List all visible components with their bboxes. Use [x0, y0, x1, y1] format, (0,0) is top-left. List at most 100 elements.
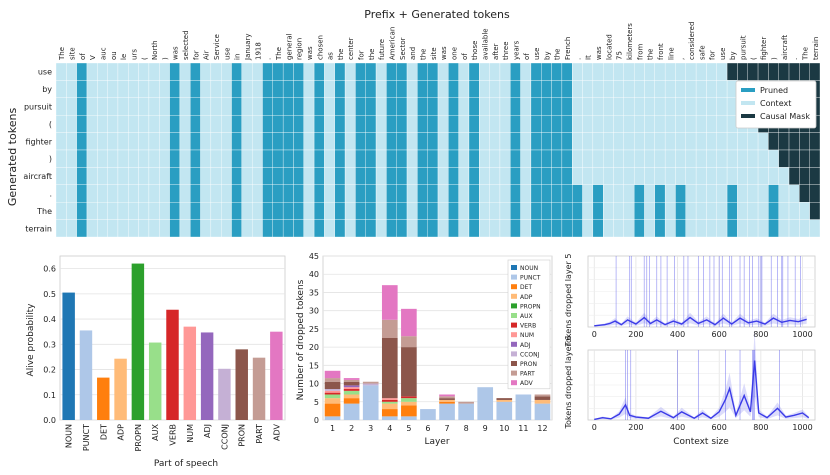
heatmap-cell	[55, 219, 67, 238]
heatmap-cell	[561, 149, 573, 168]
heatmap-cell	[107, 97, 119, 116]
heatmap-cell	[262, 167, 273, 185]
heatmap-cell	[148, 97, 160, 116]
heatmap-cell	[344, 62, 356, 81]
heatmap-cell	[530, 219, 542, 238]
heatmap-cell	[406, 132, 418, 151]
x-tick-label: 11	[518, 424, 528, 433]
heatmap-cell	[551, 219, 563, 238]
heatmap-cell	[706, 115, 717, 133]
heatmap-y-label: aircraft	[23, 172, 52, 181]
heatmap-cell	[344, 80, 356, 98]
heatmap-x-label: Sector	[399, 37, 407, 60]
heatmap-cell	[737, 167, 748, 185]
heatmap-x-label: The	[802, 47, 810, 61]
x-tick-label: 400	[670, 423, 685, 432]
pos-bar	[166, 309, 179, 420]
stacked-bar-segment	[381, 409, 398, 417]
heatmap-cell	[664, 167, 676, 185]
heatmap-cell	[272, 202, 284, 220]
legend-swatch	[511, 370, 517, 376]
layer6-line-chart: 0 200 400 600 800 1000 Tokens dropped layer 6…	[564, 330, 816, 447]
heatmap-cell	[86, 132, 98, 151]
heatmap-y-label: by	[42, 85, 52, 94]
heatmap-cell	[561, 80, 573, 98]
legend-swatch	[511, 380, 517, 386]
heatmap-cell	[427, 219, 439, 238]
heatmap-y-label: terrain	[25, 224, 52, 233]
heatmap-cell	[458, 219, 470, 238]
heatmap-cell	[221, 167, 232, 185]
heatmap-cell	[365, 80, 377, 98]
legend-label: PROPN	[520, 303, 541, 310]
heatmap-cell	[561, 62, 573, 81]
heatmap-cell	[138, 219, 150, 238]
heatmap-cell	[293, 167, 304, 185]
pos-bar	[131, 263, 145, 420]
heatmap-x-label: use	[533, 48, 541, 60]
heatmap-cell	[427, 149, 439, 168]
heatmap-cell	[541, 202, 552, 220]
heatmap-cell	[117, 115, 129, 133]
y-tick-label: 15	[309, 361, 319, 370]
heatmap-x-label: was	[306, 46, 314, 60]
heatmap-cell	[664, 202, 676, 220]
heatmap-cell	[179, 202, 191, 220]
heatmap-x-label: kilometers	[626, 23, 634, 60]
x-tick-label: 7	[444, 424, 449, 433]
heatmap-cell	[200, 184, 212, 203]
heatmap-cell	[148, 167, 160, 185]
heatmap-cell	[179, 149, 191, 168]
heatmap-cell	[241, 219, 253, 238]
heatmap-cell	[737, 62, 748, 81]
stacked-bar-segment	[324, 381, 341, 390]
heatmap-cell	[582, 219, 594, 238]
heatmap-cell	[788, 202, 800, 220]
heatmap-cell	[633, 115, 645, 133]
heatmap-cell	[768, 202, 779, 220]
heatmap-cell	[159, 149, 170, 168]
heatmap-cell	[468, 167, 480, 185]
heatmap-cell	[530, 97, 542, 116]
heatmap-cell	[706, 62, 717, 81]
legend-swatch	[511, 341, 517, 347]
heatmap-cell	[685, 167, 697, 185]
heatmap-cell	[365, 219, 377, 238]
heatmap-cell	[97, 219, 108, 238]
heatmap-x-label: (	[141, 57, 149, 60]
x-tick-label: 800	[753, 330, 768, 339]
heatmap-cell	[633, 80, 645, 98]
heatmap-x-label: site	[68, 47, 76, 60]
heatmap-cell	[148, 202, 160, 220]
heatmap-cell	[623, 62, 635, 81]
heatmap-cell	[66, 132, 77, 151]
heatmap-cell	[293, 115, 304, 133]
dropped-ylabel: Number of dropped tokens	[296, 279, 306, 400]
heatmap-cell	[458, 97, 470, 116]
pos-bar	[270, 331, 283, 420]
heatmap-cell	[757, 149, 769, 168]
heatmap-cell	[179, 184, 191, 203]
heatmap-cell	[169, 80, 181, 98]
heatmap-cell	[313, 167, 325, 185]
heatmap-x-label: Service	[213, 34, 221, 60]
heatmap-cell	[592, 80, 604, 98]
heatmap-cell	[644, 219, 655, 238]
heatmap-cell	[355, 62, 366, 81]
heatmap-cell	[251, 115, 263, 133]
heatmap-cell	[179, 219, 191, 238]
heatmap-y-label: pursuit	[24, 103, 52, 112]
heatmap-cell	[355, 167, 366, 185]
heatmap-cell	[572, 62, 583, 81]
heatmap-cell	[251, 149, 263, 168]
heatmap-cell	[437, 202, 449, 220]
heatmap-cell	[726, 184, 738, 203]
heatmap-cell	[510, 132, 521, 151]
legend-label: ADP	[520, 294, 533, 301]
heatmap-cell	[386, 115, 397, 133]
legend-label: VERB	[520, 323, 536, 330]
stacked-bar-segment	[324, 389, 341, 391]
heatmap-cell	[437, 149, 449, 168]
y-tick-label: 0	[314, 416, 319, 425]
heatmap-cell	[768, 219, 779, 238]
